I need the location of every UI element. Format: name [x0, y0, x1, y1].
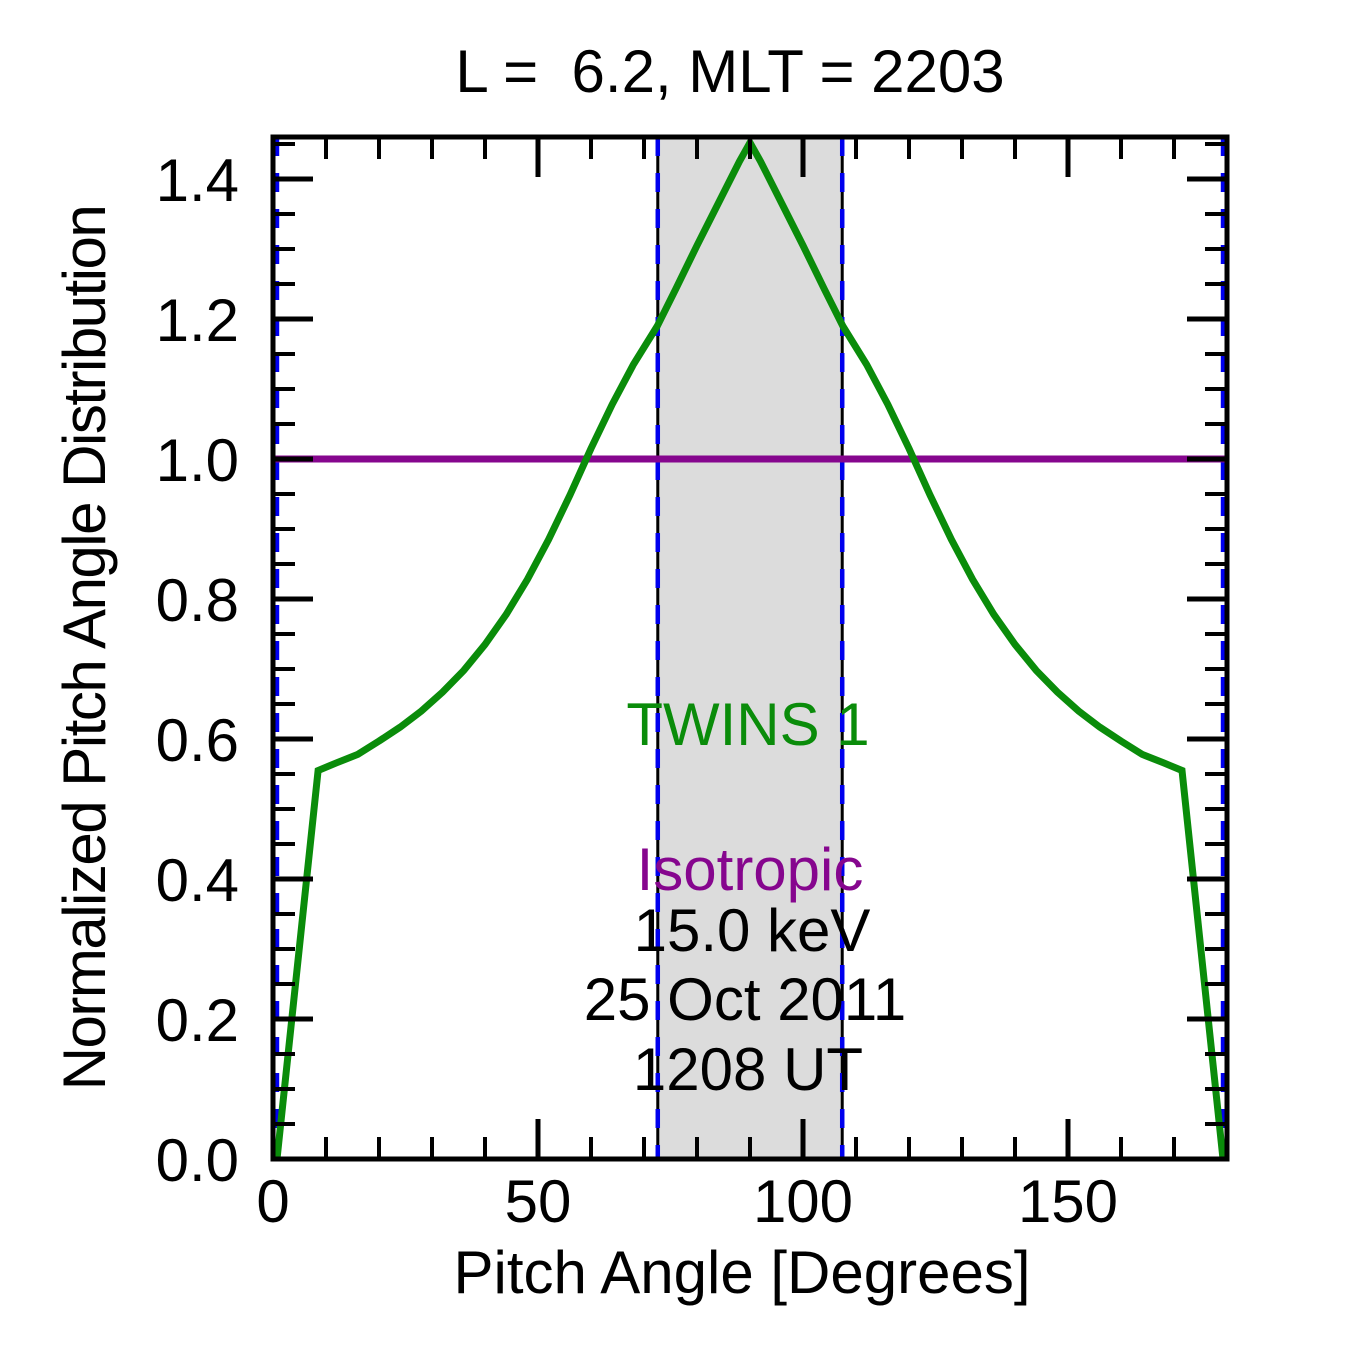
y-tick-label: 0.4: [156, 847, 239, 914]
y-tick-label: 1.2: [156, 287, 239, 354]
annotation-time: 1208 UT: [632, 1036, 864, 1103]
x-tick-label: 0: [256, 1168, 289, 1235]
y-tick-label: 1.4: [156, 147, 239, 214]
x-tick-label: 50: [505, 1168, 572, 1235]
y-axis-title: Normalized Pitch Angle Distribution: [51, 205, 118, 1091]
y-tick-label: 0.0: [156, 1127, 239, 1194]
twins1-series-label: TWINS 1: [626, 691, 870, 758]
x-tick-label: 100: [753, 1168, 853, 1235]
annotation-date: 25 Oct 2011: [583, 966, 907, 1033]
plot-title: L = 6.2, MLT = 2203: [455, 38, 1005, 105]
shaded-band: [657, 137, 843, 1159]
y-tick-label: 0.2: [156, 987, 239, 1054]
x-axis-title: Pitch Angle [Degrees]: [453, 1239, 1031, 1306]
y-tick-label: 0.8: [156, 567, 239, 634]
y-tick-label: 1.0: [156, 427, 239, 494]
isotropic-series-label: Isotropic: [636, 836, 864, 903]
annotation-energy: 15.0 keV: [633, 897, 871, 964]
y-tick-label: 0.6: [156, 707, 239, 774]
x-tick-label: 150: [1018, 1168, 1118, 1235]
